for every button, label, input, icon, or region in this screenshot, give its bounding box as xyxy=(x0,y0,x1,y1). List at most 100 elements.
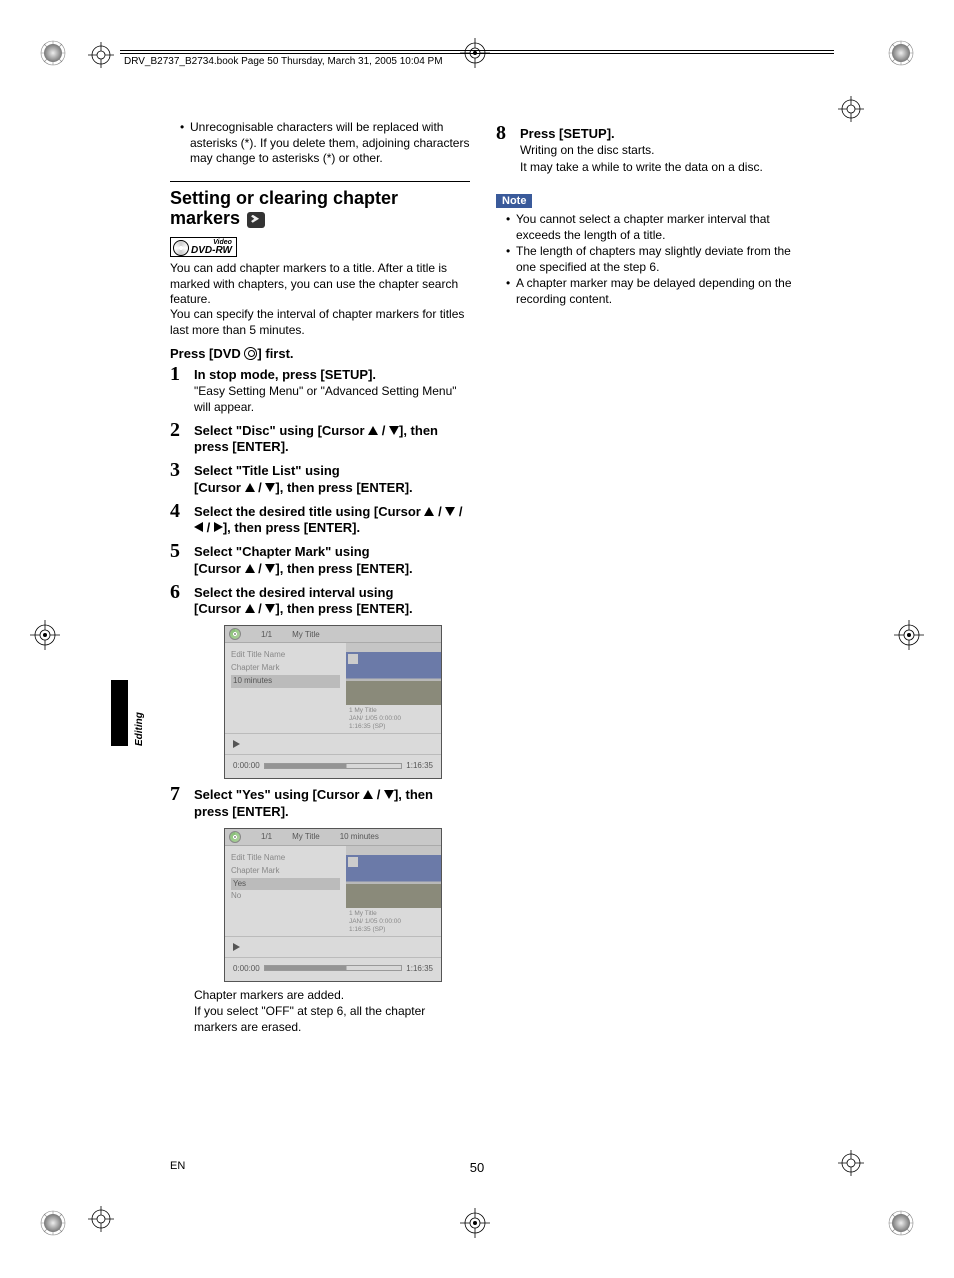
step-4-head: Select the desired title using [Cursor /… xyxy=(194,504,470,537)
step-1-head: In stop mode, press [SETUP]. xyxy=(194,367,470,383)
press-dvd-first: Press [DVD ] first. xyxy=(170,346,470,361)
intro-bullet-1: Unrecognisable characters will be replac… xyxy=(180,120,470,167)
osd1-preview-label xyxy=(346,643,441,652)
section-title-text: Setting or clearing chapter markers xyxy=(170,188,398,229)
note-list: You cannot select a chapter marker inter… xyxy=(496,212,796,308)
step-4-t2: / xyxy=(455,504,462,519)
section-intro-1: You can add chapter markers to a title. … xyxy=(170,261,470,307)
osd1-menu-1: Chapter Mark xyxy=(231,662,340,675)
osd2-meta-1: JAN/ 1/05 0:00:00 xyxy=(349,918,438,926)
step-1: In stop mode, press [SETUP]. "Easy Setti… xyxy=(170,367,470,415)
reg-cross-tl xyxy=(86,40,116,70)
step-6-t1: / xyxy=(255,601,266,616)
step-4-t0: Select the desired title using [Cursor xyxy=(194,504,424,519)
disc-icon xyxy=(229,831,241,843)
step-7-head: Select "Yes" using [Cursor / ], then pre… xyxy=(194,787,470,820)
cursor-down-icon xyxy=(265,483,275,492)
reg-cross-b xyxy=(458,1206,492,1240)
osd1-menu-2: 10 minutes xyxy=(231,675,340,688)
note-item-2: The length of chapters may slightly devi… xyxy=(506,244,796,275)
osd1-thumb xyxy=(346,652,441,705)
step-6-t0: Select the desired interval using xyxy=(194,585,393,600)
osd2-progress-bar xyxy=(264,965,403,971)
header-text: DRV_B2737_B2734.book Page 50 Thursday, M… xyxy=(124,56,443,67)
osd2-preview-label xyxy=(346,846,441,855)
step-4-t3: / xyxy=(203,520,214,535)
cursor-right-icon xyxy=(214,522,223,532)
cursor-up-icon xyxy=(363,790,373,799)
press-dvd-post: ] first. xyxy=(257,346,293,361)
step-5: Select "Chapter Mark" using[Cursor / ], … xyxy=(170,544,470,577)
osd1-menu-0: Edit Title Name xyxy=(231,649,340,662)
osd2-prog-start: 0:00:00 xyxy=(233,964,260,973)
step-6-t2: ], then press [ENTER]. xyxy=(275,601,412,616)
osd1-meta-0: 1 My Title xyxy=(349,707,438,715)
reg-ball-br xyxy=(886,1208,916,1238)
osd1-prog-end: 1:16:35 xyxy=(406,761,433,770)
intro-bullets: Unrecognisable characters will be replac… xyxy=(170,120,470,167)
step-8-sub2: It may take a while to write the data on… xyxy=(520,160,796,175)
dvd-rw-badge: Video DVD-RW xyxy=(170,229,470,261)
step-3-t1: / xyxy=(255,480,266,495)
osd-screenshot-1: 1/1 My Title Edit Title Name Chapter Mar… xyxy=(224,625,442,779)
step-6-head: Select the desired interval using[Cursor… xyxy=(194,585,470,618)
side-tab xyxy=(111,680,128,746)
footer-page-number: 50 xyxy=(0,1160,954,1175)
step-3-t0: Select "Title List" using xyxy=(194,463,340,478)
step-3: Select "Title List" using[Cursor / ], th… xyxy=(170,463,470,496)
cursor-down-icon xyxy=(445,507,455,516)
osd2-top-2: 10 minutes xyxy=(340,832,379,841)
osd1-progress-bar xyxy=(264,763,403,769)
step-6: Select the desired interval using[Cursor… xyxy=(170,585,470,780)
step-5-head: Select "Chapter Mark" using[Cursor / ], … xyxy=(194,544,470,577)
reg-cross-l xyxy=(28,618,62,652)
cursor-down-icon xyxy=(265,604,275,613)
step-8-head: Press [SETUP]. xyxy=(520,126,796,142)
step-8: Press [SETUP]. Writing on the disc start… xyxy=(496,126,796,175)
osd2-top-1: My Title xyxy=(292,832,320,841)
osd-screenshot-2: 1/1 My Title 10 minutes Edit Title Name … xyxy=(224,828,442,982)
step-5-t1: / xyxy=(255,561,266,576)
note-label: Note xyxy=(496,194,532,208)
side-tab-label: Editing xyxy=(134,712,145,746)
section-title: Setting or clearing chapter markers xyxy=(170,188,470,229)
step-2-t0: Select "Disc" using [Cursor xyxy=(194,423,368,438)
osd1-meta-1: JAN/ 1/05 0:00:00 xyxy=(349,715,438,723)
reg-cross-tr xyxy=(836,94,866,124)
osd1-meta-2: 1:16:35 (SP) xyxy=(349,723,438,731)
step-7-t1: / xyxy=(373,787,384,802)
osd2-prog-end: 1:16:35 xyxy=(406,964,433,973)
cursor-up-icon xyxy=(245,564,255,573)
osd2-menu-0: Edit Title Name xyxy=(231,852,340,865)
step-3-head: Select "Title List" using[Cursor / ], th… xyxy=(194,463,470,496)
reg-ball-tr xyxy=(886,38,916,68)
note-item-1: You cannot select a chapter marker inter… xyxy=(506,212,796,243)
reg-ball-tl xyxy=(38,38,68,68)
reg-cross-bl xyxy=(86,1204,116,1234)
reg-cross-r xyxy=(892,618,926,652)
step-4: Select the desired title using [Cursor /… xyxy=(170,504,470,537)
osd2-top-0: 1/1 xyxy=(261,832,272,841)
cursor-up-icon xyxy=(424,507,434,516)
step-5-t2: ], then press [ENTER]. xyxy=(275,561,412,576)
cursor-up-icon xyxy=(368,426,378,435)
step-4-t4: ], then press [ENTER]. xyxy=(223,520,360,535)
osd1-prog-start: 0:00:00 xyxy=(233,761,260,770)
cursor-down-icon xyxy=(389,426,399,435)
disc-icon xyxy=(229,628,241,640)
osd1-top-0: 1/1 xyxy=(261,630,272,639)
reg-ball-bl xyxy=(38,1208,68,1238)
steps-list-right: Press [SETUP]. Writing on the disc start… xyxy=(496,126,796,175)
after-osd2-l2: If you select "OFF" at step 6, all the c… xyxy=(194,1004,470,1035)
cursor-down-icon xyxy=(384,790,394,799)
left-column: Unrecognisable characters will be replac… xyxy=(170,120,470,1043)
section-rule xyxy=(170,181,470,182)
osd2-meta-2: 1:16:35 (SP) xyxy=(349,926,438,934)
osd2-meta-0: 1 My Title xyxy=(349,910,438,918)
step-4-t1: / xyxy=(434,504,445,519)
step-8-sub: Writing on the disc starts. xyxy=(520,143,796,158)
step-2-head: Select "Disc" using [Cursor / ], then pr… xyxy=(194,423,470,456)
step-2-t1: / xyxy=(378,423,389,438)
steps-list: In stop mode, press [SETUP]. "Easy Setti… xyxy=(170,367,470,1035)
play-icon xyxy=(233,943,240,951)
